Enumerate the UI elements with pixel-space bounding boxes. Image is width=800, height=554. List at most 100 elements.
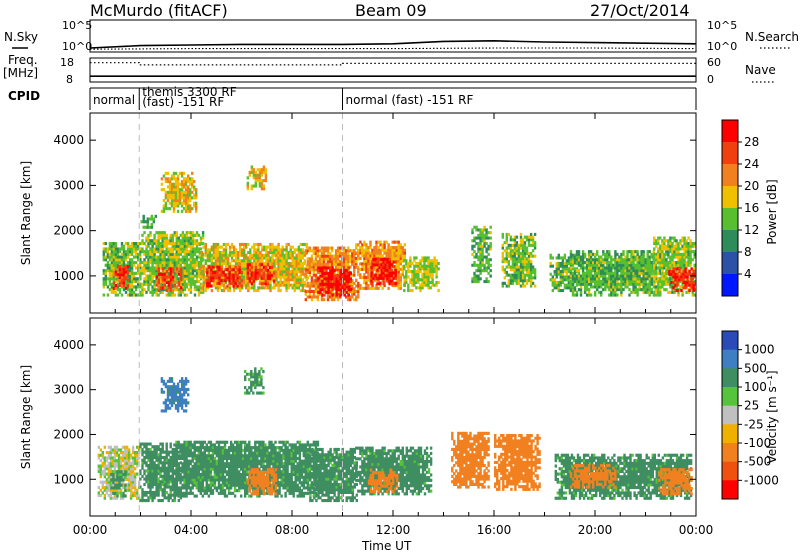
velocity-region-9 <box>367 468 399 494</box>
power-ytick-label-0: 1000 <box>53 269 84 283</box>
cpid-modes: normal themis 3300 RF(fast) -151 RF normal… <box>93 85 473 110</box>
velocity-panel: 1000 2000 3000 4000 Slant Range [km] <box>19 317 697 517</box>
velocity-region-14 <box>658 468 693 496</box>
power-region-7 <box>198 242 308 293</box>
power-region-18 <box>569 250 663 297</box>
freq-traces <box>90 62 696 77</box>
velocity-region-8 <box>355 446 433 496</box>
freq-tick-bottom: 8 <box>66 73 73 86</box>
noise-series-0 <box>89 39 697 49</box>
power-ylabel: Slant Range [km] <box>19 161 33 265</box>
velocity-region-5 <box>173 440 320 498</box>
n-sky-label: N.Sky <box>4 30 38 44</box>
velocity-region-3 <box>160 377 190 413</box>
power-colorbar-swatch-1 <box>722 142 738 165</box>
velocity-colorbar-swatch-8 <box>722 480 738 500</box>
noise-right-tick-bottom: 10^0 <box>707 40 737 53</box>
freq-panel-frame <box>89 57 697 83</box>
velocity-colorbar-swatch-0 <box>722 331 738 351</box>
velocity-region-4 <box>244 367 265 395</box>
power-panel: 1000 2000 3000 4000 Slant Range [km] <box>19 112 697 314</box>
power-region-4 <box>160 171 198 213</box>
freq-units-label: [MHz] <box>3 66 38 80</box>
power-region-5 <box>140 214 157 229</box>
velocity-colorbar-tick-5: -100 <box>744 436 771 450</box>
date-title: 27/Oct/2014 <box>590 1 690 20</box>
velocity-colorbar-swatch-5 <box>722 424 738 444</box>
velocity-region-10 <box>451 431 490 489</box>
power-data <box>102 113 696 313</box>
velocity-ylabel: Slant Range [km] <box>19 365 33 469</box>
velocity-ytick-label-0: 1000 <box>53 472 84 486</box>
velocity-colorbar-tick-0: 1000 <box>744 343 775 357</box>
velocity-colorbar-swatch-6 <box>722 443 738 463</box>
power-region-20 <box>668 267 695 293</box>
nave-tick-top: 60 <box>707 56 721 69</box>
power-colorbar-swatch-6 <box>722 252 738 275</box>
velocity-ytick-label-3: 4000 <box>53 338 84 352</box>
power-colorbar-tick-2: 12 <box>744 223 759 237</box>
power-region-15 <box>471 225 492 284</box>
power-region-16 <box>501 232 537 288</box>
freq-label: Freq. <box>8 53 38 67</box>
velocity-colorbar-title: Velocity [m s⁻¹] <box>765 370 779 463</box>
nave-tick-bottom: 0 <box>707 73 714 86</box>
power-colorbar-swatch-0 <box>722 120 738 143</box>
cpid-mode-1-line-1: (fast) -151 RF <box>142 95 224 109</box>
velocity-colorbar-tick-2: 100 <box>744 380 767 394</box>
station-title: McMurdo (fitACF) <box>90 1 228 20</box>
power-colorbar-tick-0: 4 <box>744 267 752 281</box>
velocity-ytick-label-1: 2000 <box>53 427 84 441</box>
velocity-colorbar-tick-1: 500 <box>744 361 767 375</box>
power-colorbar-swatch-4 <box>722 208 738 231</box>
power-colorbar-tick-6: 28 <box>744 135 759 149</box>
power-colorbar-tick-4: 20 <box>744 179 759 193</box>
power-region-9 <box>246 263 276 286</box>
beam-title: Beam 09 <box>355 1 427 20</box>
power-ytick-label-1: 2000 <box>53 224 84 238</box>
xtick-label-3: 12:00 <box>376 523 411 537</box>
velocity-colorbar-tick-3: 25 <box>744 399 759 413</box>
power-colorbar-tick-5: 24 <box>744 157 759 171</box>
velocity-colorbar-swatch-2 <box>722 368 738 388</box>
noise-panel: N.Sky 10^5 10^0 10^5 10^0 N.Search <box>4 19 799 53</box>
noise-right-tick-top: 10^5 <box>707 19 737 32</box>
power-region-13 <box>370 257 397 286</box>
power-region-14 <box>403 256 440 293</box>
noise-left-tick-bottom: 10^0 <box>62 40 92 53</box>
velocity-region-2 <box>139 442 182 503</box>
noise-left-tick-top: 10^5 <box>62 19 92 32</box>
power-colorbar-swatch-5 <box>722 230 738 253</box>
noise-series-1 <box>89 47 697 50</box>
xtick-label-0: 00:00 <box>73 523 108 537</box>
freq-series-1 <box>90 62 696 66</box>
cpid-mode-1-line-0: themis 3300 RF <box>142 85 236 99</box>
power-colorbar-tick-1: 8 <box>744 245 752 259</box>
velocity-region-7 <box>307 447 358 503</box>
velocity-region-13 <box>569 464 617 489</box>
cpid-mode-2-line-0: normal (fast) -151 RF <box>346 93 474 107</box>
power-colorbar: 4 8 12 16 20 24 28 <box>721 119 759 297</box>
velocity-colorbar-swatch-4 <box>722 405 738 425</box>
xtick-label-4: 16:00 <box>477 523 512 537</box>
power-colorbar-swatch-2 <box>722 164 738 187</box>
power-ytick-label-2: 3000 <box>53 178 84 192</box>
velocity-ytick-label-2: 3000 <box>53 383 84 397</box>
velocity-region-6 <box>246 468 278 496</box>
velocity-colorbar-swatch-3 <box>722 387 738 407</box>
noise-traces <box>89 39 697 50</box>
power-colorbar-title: Power [dB] <box>765 179 779 244</box>
velocity-colorbar-tick-7: -1000 <box>744 473 779 487</box>
velocity-region-11 <box>494 434 541 491</box>
noise-panel-frame <box>89 19 697 53</box>
power-region-1 <box>112 265 130 290</box>
velocity-colorbar-swatch-7 <box>722 461 738 481</box>
velocity-y-axis: 1000 2000 3000 4000 <box>53 338 696 486</box>
velocity-colorbar-swatch-1 <box>722 349 738 369</box>
xtick-label-1: 04:00 <box>174 523 209 537</box>
xtick-label-2: 08:00 <box>275 523 310 537</box>
nave-label: Nave <box>745 63 776 77</box>
power-region-8 <box>206 265 243 288</box>
